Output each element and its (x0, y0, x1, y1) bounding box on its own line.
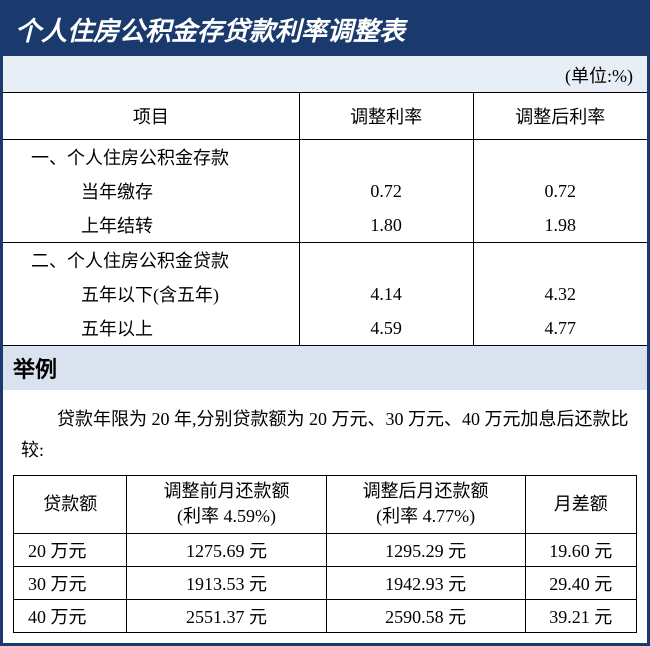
row-after: 1.98 (473, 208, 647, 243)
ex-diff: 29.40 元 (525, 566, 636, 599)
row-before: 4.14 (299, 277, 473, 311)
ex-after: 1942.93 元 (326, 566, 525, 599)
row-label: 上年结转 (3, 208, 299, 243)
ex-diff: 19.60 元 (525, 533, 636, 566)
header-after: 调整后利率 (473, 93, 647, 140)
section1-row0: 当年缴存 0.72 0.72 (3, 174, 647, 208)
ex-before: 1275.69 元 (127, 533, 326, 566)
ex-header-after: 调整后月还款额 (利率 4.77%) (326, 476, 525, 533)
row-label: 五年以下(含五年) (3, 277, 299, 311)
row-before: 1.80 (299, 208, 473, 243)
section1-label-row: 一、个人住房公积金存款 (3, 140, 647, 175)
example-row1: 30 万元 1913.53 元 1942.93 元 29.40 元 (14, 566, 637, 599)
row-before: 4.59 (299, 311, 473, 345)
ex-before: 1913.53 元 (127, 566, 326, 599)
example-text: 贷款年限为 20 年,分别贷款额为 20 万元、30 万元、40 万元加息后还款… (3, 390, 647, 475)
ex-after: 1295.29 元 (326, 533, 525, 566)
ex-after: 2590.58 元 (326, 599, 525, 632)
ex-header-amount: 贷款额 (14, 476, 127, 533)
unit-label: (单位:%) (3, 56, 647, 92)
row-label: 当年缴存 (3, 174, 299, 208)
example-header-row: 贷款额 调整前月还款额 (利率 4.59%) 调整后月还款额 (利率 4.77%… (14, 476, 637, 533)
row-label: 五年以上 (3, 311, 299, 345)
header-project: 项目 (3, 93, 299, 140)
section2-label: 二、个人住房公积金贷款 (3, 243, 299, 278)
ex-diff: 39.21 元 (525, 599, 636, 632)
example-row2: 40 万元 2551.37 元 2590.58 元 39.21 元 (14, 599, 637, 632)
row-after: 0.72 (473, 174, 647, 208)
ex-before: 2551.37 元 (127, 599, 326, 632)
section2-row0: 五年以下(含五年) 4.14 4.32 (3, 277, 647, 311)
section1-label: 一、个人住房公积金存款 (3, 140, 299, 175)
rate-table: 项目 调整利率 调整后利率 一、个人住房公积金存款 当年缴存 0.72 0.72… (3, 92, 647, 345)
document-title: 个人住房公积金存贷款利率调整表 (3, 3, 647, 56)
example-row0: 20 万元 1275.69 元 1295.29 元 19.60 元 (14, 533, 637, 566)
section1-row1: 上年结转 1.80 1.98 (3, 208, 647, 243)
section2-label-row: 二、个人住房公积金贷款 (3, 243, 647, 278)
section2-row1: 五年以上 4.59 4.77 (3, 311, 647, 345)
ex-header-before: 调整前月还款额 (利率 4.59%) (127, 476, 326, 533)
row-after: 4.77 (473, 311, 647, 345)
example-table: 贷款额 调整前月还款额 (利率 4.59%) 调整后月还款额 (利率 4.77%… (13, 475, 637, 632)
header-before: 调整利率 (299, 93, 473, 140)
ex-amount: 20 万元 (14, 533, 127, 566)
ex-amount: 40 万元 (14, 599, 127, 632)
ex-header-diff: 月差额 (525, 476, 636, 533)
rate-table-header-row: 项目 调整利率 调整后利率 (3, 93, 647, 140)
example-header: 举例 (3, 345, 647, 390)
row-after: 4.32 (473, 277, 647, 311)
ex-amount: 30 万元 (14, 566, 127, 599)
document-container: 个人住房公积金存贷款利率调整表 (单位:%) 项目 调整利率 调整后利率 一、个… (0, 0, 650, 646)
row-before: 0.72 (299, 174, 473, 208)
